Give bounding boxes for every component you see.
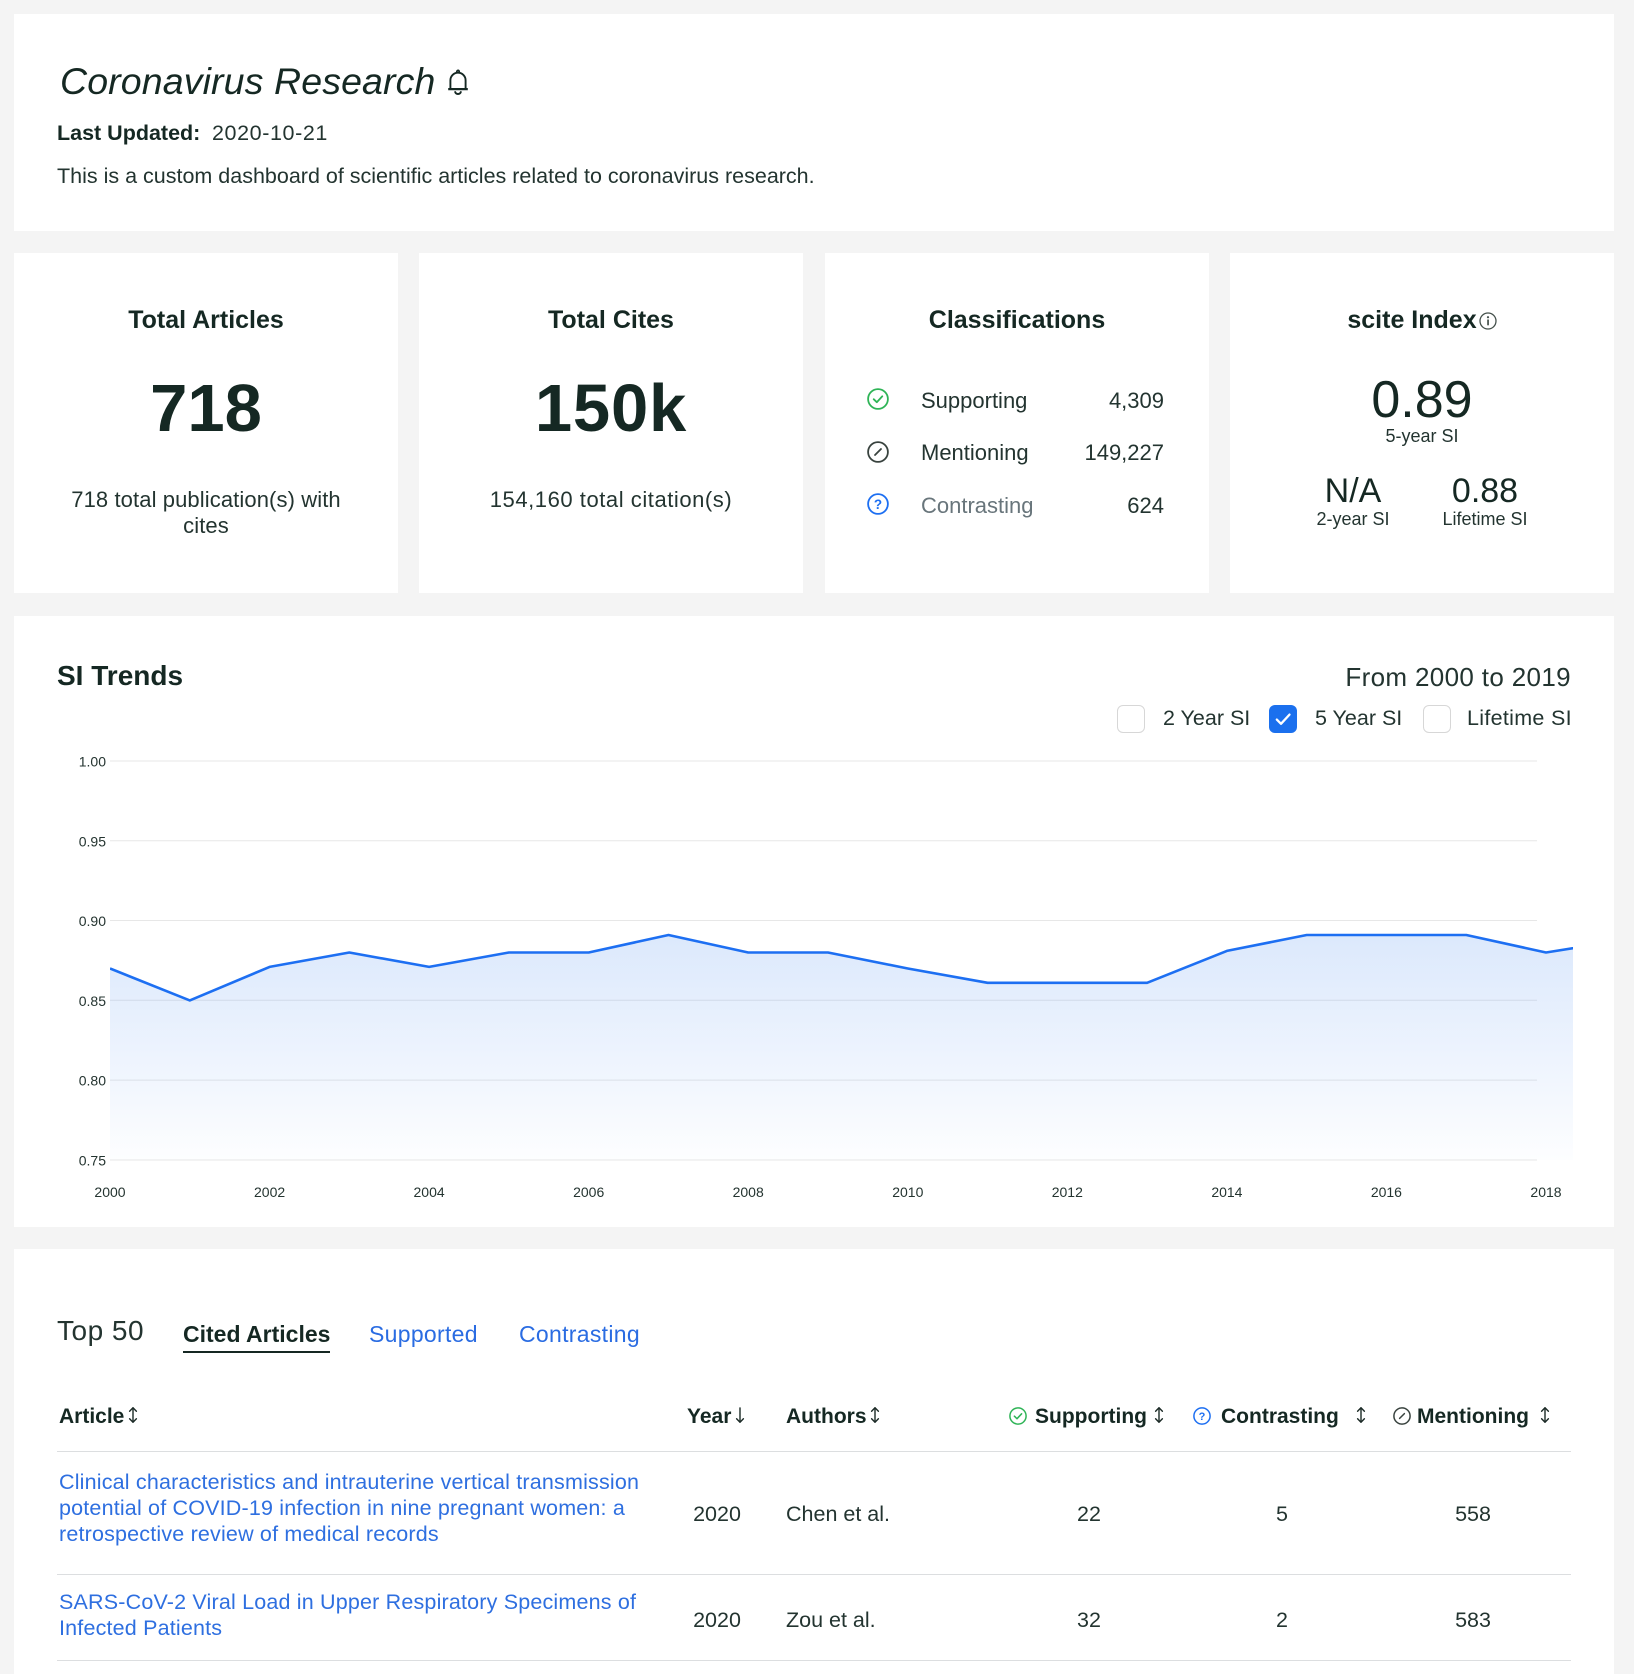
svg-text:2004: 2004 (414, 1184, 445, 1200)
svg-text:0.85: 0.85 (79, 993, 106, 1009)
svg-text:0.90: 0.90 (79, 913, 106, 929)
svg-text:2014: 2014 (1211, 1184, 1242, 1200)
svg-text:2012: 2012 (1052, 1184, 1083, 1200)
svg-text:2018: 2018 (1530, 1184, 1561, 1200)
svg-text:0.95: 0.95 (79, 833, 106, 849)
svg-text:1.00: 1.00 (79, 754, 106, 770)
svg-text:0.80: 0.80 (79, 1073, 106, 1089)
svg-text:0.75: 0.75 (79, 1153, 106, 1169)
svg-text:2010: 2010 (892, 1184, 923, 1200)
svg-text:2002: 2002 (254, 1184, 285, 1200)
svg-text:?: ? (1199, 1411, 1206, 1423)
svg-text:2008: 2008 (733, 1184, 764, 1200)
svg-text:2000: 2000 (94, 1184, 125, 1200)
svg-text:2016: 2016 (1371, 1184, 1402, 1200)
svg-text:?: ? (874, 497, 882, 512)
svg-text:2006: 2006 (573, 1184, 604, 1200)
